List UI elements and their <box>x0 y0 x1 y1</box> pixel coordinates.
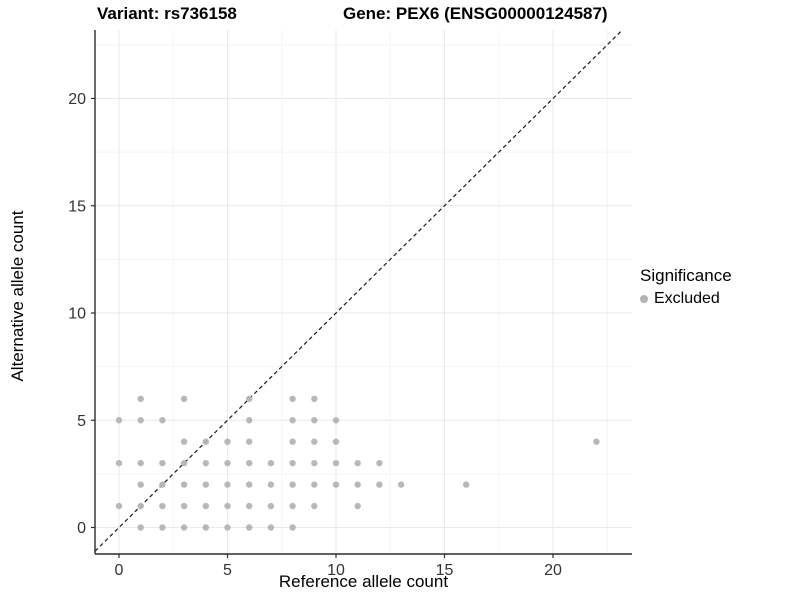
data-point <box>180 524 188 531</box>
data-point <box>202 459 209 467</box>
data-point <box>354 502 361 510</box>
data-point <box>137 502 144 510</box>
data-point <box>180 438 188 445</box>
data-point <box>311 481 318 488</box>
data-point <box>311 438 318 445</box>
data-point <box>224 481 231 488</box>
data-point <box>376 481 383 488</box>
legend-item-label: Excluded <box>654 290 720 307</box>
data-point <box>376 459 383 467</box>
x-tick-label: 20 <box>544 562 562 579</box>
data-point <box>115 459 123 467</box>
data-point <box>159 417 166 424</box>
data-point <box>289 481 296 488</box>
data-point <box>137 524 144 531</box>
y-tick-label: 20 <box>68 91 86 108</box>
data-point <box>180 481 188 488</box>
y-axis-title: Alternative allele count <box>8 210 27 382</box>
data-point <box>289 395 296 402</box>
data-point <box>246 481 253 488</box>
y-tick-label: 15 <box>68 198 86 215</box>
data-point <box>159 502 166 510</box>
data-point <box>311 395 318 402</box>
data-point <box>463 481 470 488</box>
legend-item-excluded: Excluded <box>640 290 732 308</box>
data-point <box>267 459 275 467</box>
data-point <box>332 438 340 445</box>
data-point <box>180 395 188 402</box>
data-point <box>332 459 340 467</box>
data-point <box>246 524 253 531</box>
data-point <box>246 395 253 402</box>
data-point <box>137 481 144 488</box>
data-point <box>224 524 231 531</box>
data-point <box>246 438 253 445</box>
data-point <box>354 481 361 488</box>
identity-line <box>94 29 623 552</box>
data-point <box>289 524 296 531</box>
data-point <box>202 502 209 510</box>
data-point <box>397 481 405 488</box>
data-point <box>267 524 275 531</box>
legend-title: Significance <box>640 266 732 285</box>
data-point <box>180 459 188 467</box>
data-point <box>115 502 123 510</box>
data-point <box>311 459 318 467</box>
data-point <box>246 502 253 510</box>
variant-title: Variant: rs736158 <box>97 4 237 23</box>
data-point <box>224 438 231 445</box>
data-point <box>159 481 166 488</box>
data-point <box>202 438 209 445</box>
data-point <box>137 417 144 424</box>
data-point <box>593 438 600 445</box>
data-point <box>202 481 209 488</box>
data-point <box>289 502 296 510</box>
data-point <box>224 502 231 510</box>
y-tick-label: 5 <box>77 413 86 430</box>
data-point <box>224 459 231 467</box>
data-point <box>115 417 123 424</box>
y-tick-label: 0 <box>77 520 86 537</box>
gene-title: Gene: PEX6 (ENSG00000124587) <box>343 4 608 23</box>
data-point <box>137 459 144 467</box>
x-tick-label: 0 <box>115 562 124 579</box>
data-point <box>202 524 209 531</box>
data-point <box>289 459 296 467</box>
data-point <box>159 524 166 531</box>
data-point <box>137 395 144 402</box>
data-point <box>159 459 166 467</box>
excluded-point-icon <box>640 295 648 303</box>
data-point <box>311 417 318 424</box>
x-axis-title: Reference allele count <box>278 572 449 591</box>
x-tick-label: 10 <box>327 562 345 579</box>
data-point <box>267 481 275 488</box>
y-tick-label: 10 <box>68 306 86 323</box>
data-point <box>332 481 340 488</box>
data-point <box>180 502 188 510</box>
data-point <box>267 502 275 510</box>
data-point <box>354 459 361 467</box>
data-point <box>246 459 253 467</box>
x-tick-label: 5 <box>223 562 232 579</box>
data-point <box>289 438 296 445</box>
data-point <box>332 417 340 424</box>
data-point <box>311 502 318 510</box>
legend: Significance Excluded <box>640 266 732 308</box>
x-tick-label: 15 <box>436 562 454 579</box>
data-point <box>289 417 296 424</box>
data-point <box>246 417 253 424</box>
